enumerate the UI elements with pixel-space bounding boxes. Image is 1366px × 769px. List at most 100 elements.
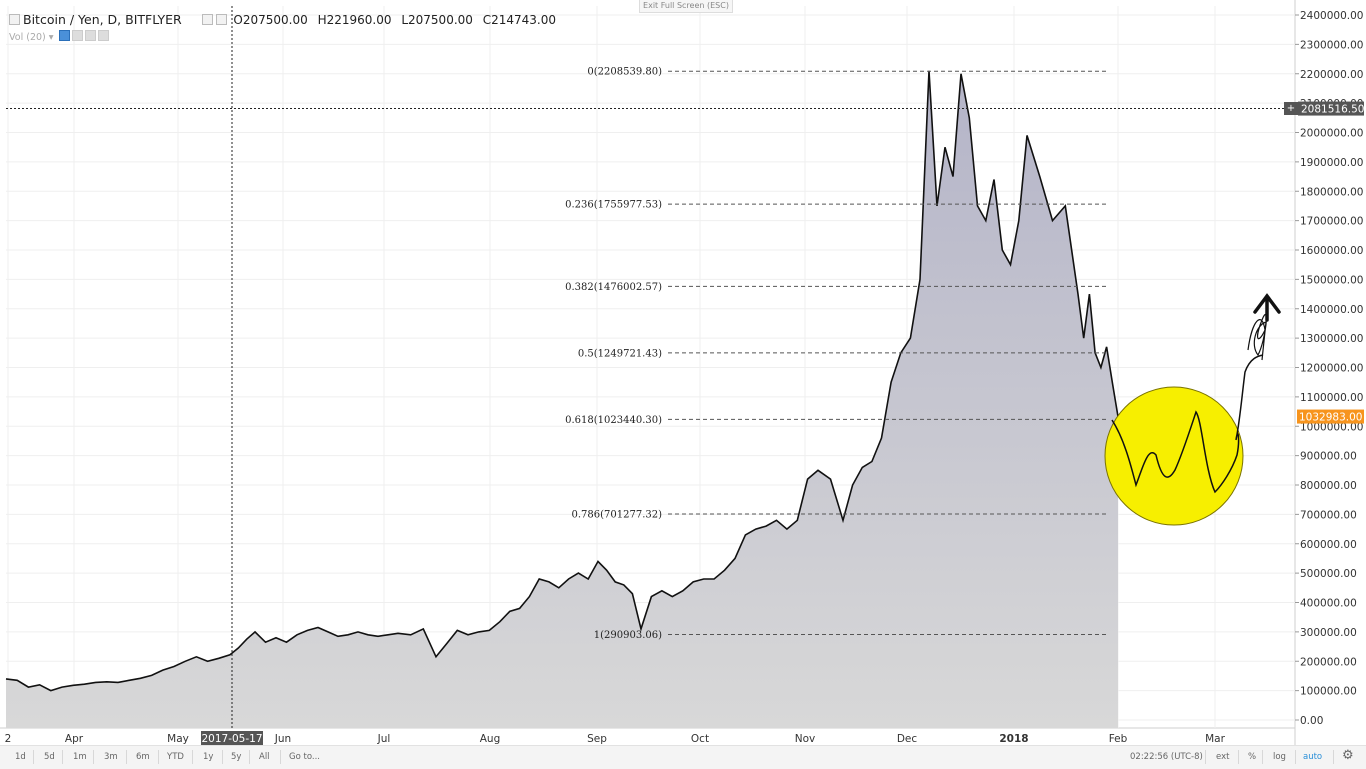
ohlc-low: L207500.00 <box>401 13 473 27</box>
fib-level-label: 0.382(1476002.57) <box>565 282 662 293</box>
toolbar-separator <box>1238 750 1239 764</box>
x-tick-label: Feb <box>1109 733 1128 745</box>
y-tick-label: 2300000.00 <box>1300 39 1363 51</box>
y-tick-label: 500000.00 <box>1300 568 1357 580</box>
y-tick-label: 1400000.00 <box>1300 304 1363 316</box>
symbol-title[interactable]: Bitcoin / Yen, D, BITFLYER <box>23 12 182 27</box>
x-tick-label: May <box>167 733 189 745</box>
x-tick-label: Sep <box>587 733 607 745</box>
close-icon[interactable] <box>97 30 109 41</box>
y-tick-label: 1900000.00 <box>1300 157 1363 169</box>
scale-option-auto[interactable]: auto <box>1303 752 1323 762</box>
toolbar-separator <box>280 750 281 764</box>
bottom-toolbar: 1d 5d 1m 3m 6m YTD 1y 5y All Go to... 02:22:56 (UT… <box>0 745 1366 769</box>
crosshair-plus-icon[interactable]: + <box>1284 102 1298 115</box>
clock-display: 02:22:56 (UTC-8) <box>1130 752 1203 762</box>
scale-option-percent[interactable]: % <box>1248 752 1257 762</box>
plus-icon[interactable] <box>84 30 96 41</box>
y-tick-label: 1200000.00 <box>1300 363 1363 375</box>
y-tick-label: 900000.00 <box>1300 451 1357 463</box>
fib-level-label: 0.5(1249721.43) <box>578 348 662 359</box>
price-area-fill <box>6 70 1118 729</box>
close-small-icon[interactable] <box>215 14 227 25</box>
y-tick-label: 1000000.00 <box>1300 421 1363 433</box>
y-tick-label: 800000.00 <box>1300 480 1357 492</box>
crosshair-price-label: 2081516.50 <box>1301 104 1364 116</box>
y-tick-label: 100000.00 <box>1300 686 1357 698</box>
goto-button[interactable]: Go to... <box>289 752 320 762</box>
ohlc-close: C214743.00 <box>482 13 557 27</box>
y-tick-label: 400000.00 <box>1300 598 1357 610</box>
x-tick-label: Oct <box>691 733 709 745</box>
timeframe-6m[interactable]: 6m <box>136 752 150 762</box>
gear-icon[interactable]: ⚙ <box>1342 748 1354 763</box>
highlight-circle-annotation[interactable] <box>1104 386 1244 526</box>
projection-drawing[interactable] <box>1111 354 1264 494</box>
volume-indicator[interactable]: Vol (20) ▾ <box>9 30 109 43</box>
y-tick-label: 1300000.00 <box>1300 333 1363 345</box>
timeframe-5d[interactable]: 5d <box>44 752 55 762</box>
toolbar-separator <box>62 750 63 764</box>
projection-scribble[interactable] <box>1247 314 1267 361</box>
toolbar-separator <box>192 750 193 764</box>
y-tick-label: 1600000.00 <box>1300 245 1363 257</box>
crosshair-price-tag <box>1298 101 1364 116</box>
price-axis[interactable] <box>1295 0 1366 745</box>
x-tick-label: Jul <box>377 733 391 745</box>
toolbar-separator <box>249 750 250 764</box>
y-tick-label: 600000.00 <box>1300 539 1357 551</box>
fib-level-label: 0.786(701277.32) <box>571 509 662 520</box>
ohlc-open: O207500.00 <box>233 13 308 27</box>
scale-option-ext[interactable]: ext <box>1216 752 1230 762</box>
crosshair-date-label: 2017-05-17 <box>201 733 262 745</box>
y-tick-label: 1100000.00 <box>1300 392 1363 404</box>
chart-header: Bitcoin / Yen, D, BITFLYER O207500.00 H2… <box>9 12 562 27</box>
y-tick-label: 0.00 <box>1300 715 1323 727</box>
crosshair-date-tag <box>201 731 263 746</box>
eye-icon[interactable] <box>58 30 70 41</box>
exit-fullscreen-button[interactable]: Exit Full Screen (ESC) <box>639 0 733 13</box>
y-tick-label: 1500000.00 <box>1300 274 1363 286</box>
fib-level-label: 0.236(1755977.53) <box>565 200 662 211</box>
scale-option-log[interactable]: log <box>1273 752 1286 762</box>
collapse-icon[interactable] <box>9 14 20 25</box>
timeframe-5y[interactable]: 5y <box>231 752 242 762</box>
x-tick-label: Apr <box>65 733 84 745</box>
y-tick-label: 300000.00 <box>1300 627 1357 639</box>
toolbar-separator <box>93 750 94 764</box>
ohlc-high: H221960.00 <box>317 13 392 27</box>
toolbar-separator <box>1262 750 1263 764</box>
last-price-label: 1032983.00 <box>1299 412 1362 424</box>
x-tick-label: 2018 <box>999 733 1028 745</box>
settings-icon[interactable] <box>71 30 83 41</box>
y-tick-label: 200000.00 <box>1300 656 1357 668</box>
timeframe-1y[interactable]: 1y <box>203 752 214 762</box>
toolbar-separator <box>126 750 127 764</box>
toolbar-separator <box>1205 750 1206 764</box>
y-tick-label: 2000000.00 <box>1300 128 1363 140</box>
x-tick-label: Aug <box>480 733 501 745</box>
timeframe-3m[interactable]: 3m <box>104 752 118 762</box>
timeframe-1d[interactable]: 1d <box>15 752 26 762</box>
arrow-up-icon <box>1253 293 1281 322</box>
y-tick-label: 700000.00 <box>1300 509 1357 521</box>
timeframe-1m[interactable]: 1m <box>73 752 87 762</box>
fib-level-label: 0.618(1023440.30) <box>565 415 662 426</box>
settings-small-icon[interactable] <box>201 14 213 25</box>
x-tick-label: 2 <box>5 733 12 745</box>
x-tick-label: Dec <box>897 733 918 745</box>
last-price-tag <box>1297 409 1364 424</box>
toolbar-separator <box>158 750 159 764</box>
y-tick-label: 1700000.00 <box>1300 216 1363 228</box>
toolbar-separator <box>1333 750 1334 764</box>
toolbar-separator <box>1295 750 1296 764</box>
price-line[interactable] <box>5 70 1119 692</box>
timeframe-all[interactable]: All <box>259 752 270 762</box>
x-tick-label: Nov <box>795 733 816 745</box>
fib-level-label: 1(290903.06) <box>594 630 662 641</box>
timeframe-ytd[interactable]: YTD <box>167 752 184 762</box>
toolbar-separator <box>33 750 34 764</box>
y-tick-label: 2400000.00 <box>1300 10 1363 22</box>
y-tick-label: 2200000.00 <box>1300 69 1363 81</box>
